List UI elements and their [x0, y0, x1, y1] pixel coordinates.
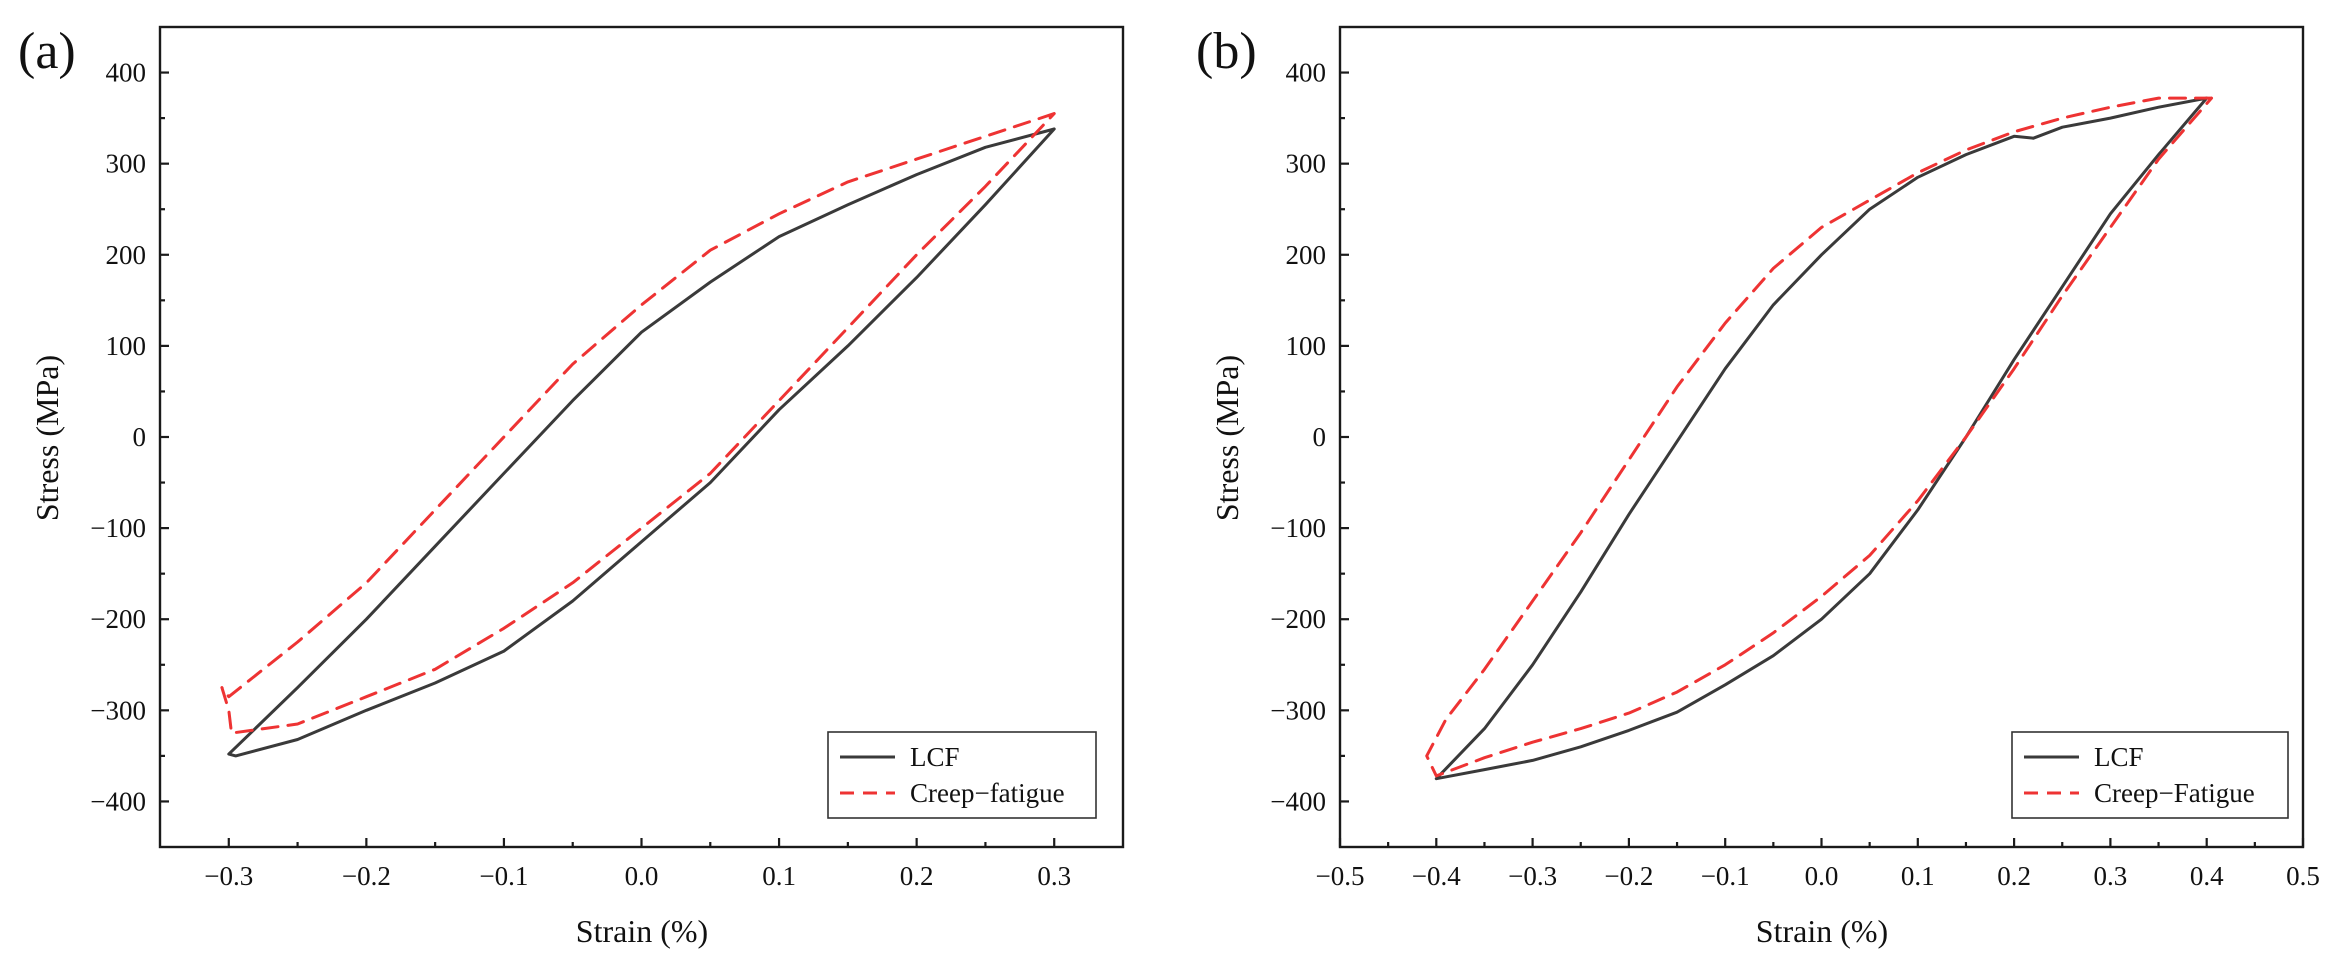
y-tick-label-a: 300 — [106, 149, 147, 179]
y-tick-label-b: 200 — [1286, 240, 1327, 270]
y-tick-label-b: −200 — [1270, 604, 1326, 634]
y-tick-label-b: 300 — [1286, 149, 1327, 179]
plot-area-b: −0.5 −0.4 −0.3 −0.2 −0.1 0.0 0.1 0.2 0.3 0.4 0.5 −4… — [1270, 25, 2320, 891]
series-line-a-lcf — [227, 127, 1056, 758]
y-tick-label-a: 400 — [106, 58, 147, 88]
x-axis-title-a: Strain (%) — [576, 913, 708, 949]
y-tick-label-b: 0 — [1313, 422, 1327, 452]
plot-area-a: −0.3 −0.2 −0.1 0.0 0.1 0.2 0.3 −400 −300 −200 −100… — [90, 25, 1125, 891]
x-tick-label-a: −0.2 — [342, 861, 391, 891]
legend-label-a-lcf: LCF — [910, 742, 960, 772]
y-tick-label-b: −100 — [1270, 513, 1326, 543]
x-tick-label-b: −0.2 — [1604, 861, 1653, 891]
y-tick-label-a: 200 — [106, 240, 147, 270]
legend-label-b-creep-fatigue: Creep−Fatigue — [2094, 778, 2255, 808]
x-tick-label-b: 0.1 — [1901, 861, 1935, 891]
x-tick-label-a: 0.0 — [625, 861, 659, 891]
panel-label-a: (a) — [18, 23, 76, 80]
x-tick-label-b: 0.5 — [2286, 861, 2320, 891]
legend-label-a-creep-fatigue: Creep−fatigue — [910, 778, 1065, 808]
y-axis-title-b: Stress (MPa) — [1209, 355, 1245, 521]
y-tick-label-a: −100 — [90, 513, 146, 543]
x-tick-label-b: 0.4 — [2190, 861, 2224, 891]
x-tick-label-a: 0.2 — [900, 861, 934, 891]
legend-a: LCF Creep−fatigue — [827, 731, 1097, 819]
y-tick-label-a: 100 — [106, 331, 147, 361]
panel-a: (a) −0.3 −0.2 −0.1 0.0 0.1 0.2 0.3 −400 −300 −200… — [18, 23, 1125, 949]
x-tick-label-b: 0.0 — [1805, 861, 1839, 891]
y-tick-label-b: −300 — [1270, 695, 1326, 725]
x-axis-title-b: Strain (%) — [1756, 913, 1888, 949]
x-tick-label-b: −0.1 — [1701, 861, 1750, 891]
y-tick-label-a: −300 — [90, 695, 146, 725]
y-tick-label-a: 0 — [133, 422, 147, 452]
x-tick-label-a: 0.1 — [762, 861, 796, 891]
legend-box-b — [2011, 731, 2289, 819]
x-tick-label-a: −0.1 — [479, 861, 528, 891]
series-line-a-creep-fatigue — [220, 112, 1056, 735]
x-tick-label-b: −0.5 — [1316, 861, 1365, 891]
series-line-b-creep-fatigue — [1425, 96, 2213, 778]
y-tick-label-b: −400 — [1270, 786, 1326, 816]
panel-b: (b) −0.5 −0.4 −0.3 −0.2 −0.1 0.0 0.1 0.2 0.3 0.4 0… — [1196, 23, 2320, 949]
x-tick-label-a: 0.3 — [1037, 861, 1071, 891]
y-axis-title-a: Stress (MPa) — [29, 355, 65, 521]
y-tick-label-a: −400 — [90, 786, 146, 816]
series-line-b-lcf — [1434, 96, 2209, 781]
legend-box-a — [827, 731, 1097, 819]
x-tick-label-a: −0.3 — [204, 861, 253, 891]
x-tick-label-b: −0.4 — [1412, 861, 1461, 891]
y-tick-label-b: 100 — [1286, 331, 1327, 361]
x-tick-label-b: 0.2 — [1997, 861, 2031, 891]
panel-label-b: (b) — [1196, 23, 1257, 80]
y-tick-label-b: 400 — [1286, 58, 1327, 88]
x-tick-label-b: 0.3 — [2094, 861, 2128, 891]
y-tick-label-a: −200 — [90, 604, 146, 634]
x-tick-label-b: −0.3 — [1508, 861, 1557, 891]
legend-label-b-lcf: LCF — [2094, 742, 2144, 772]
legend-b: LCF Creep−Fatigue — [2011, 731, 2289, 819]
axis-frame-b — [1338, 25, 2305, 849]
